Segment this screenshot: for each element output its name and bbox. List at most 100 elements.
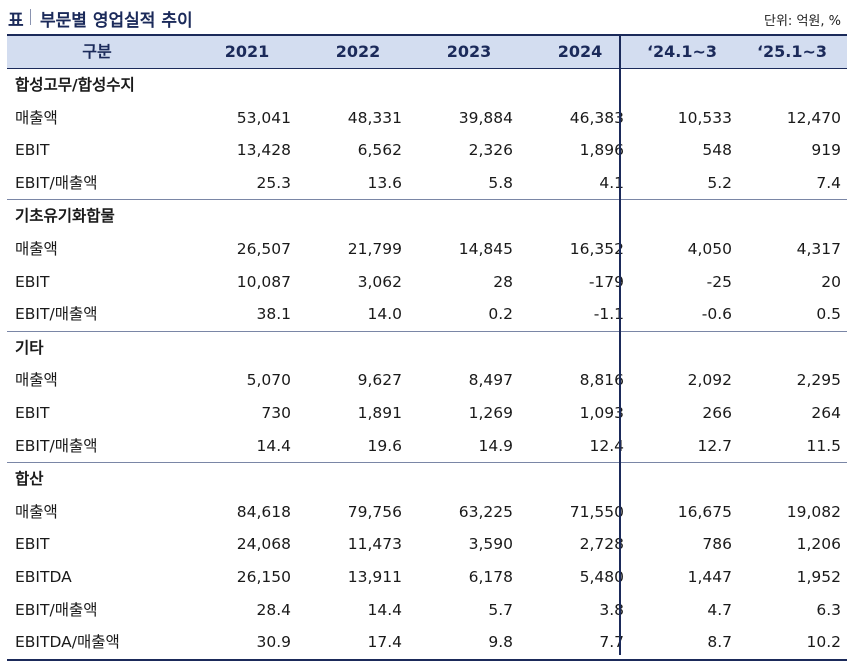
title-divider — [30, 9, 31, 25]
row-label: 매출액 — [15, 502, 58, 521]
value-cell: 10,533 — [677, 108, 732, 127]
section-title: 기초유기화합물 — [15, 207, 115, 226]
value-cell: 13,428 — [236, 141, 291, 160]
value-cell: -0.6 — [701, 305, 732, 324]
value-cell: 786 — [702, 535, 732, 554]
value-cell: 14.0 — [367, 305, 402, 324]
value-cell: 264 — [811, 403, 841, 422]
value-cell: 46,383 — [569, 108, 624, 127]
section-row: 기타 — [7, 330, 847, 365]
table-title-row: 표 부문별 영업실적 추이 단위: 억원, % — [0, 0, 853, 34]
value-cell: 9.8 — [488, 633, 513, 652]
value-cell: 79,756 — [347, 502, 402, 521]
section-title: 합성고무/합성수지 — [15, 76, 135, 94]
table-row: EBIT/매출액 14.4 19.6 14.9 12.4 12.7 11.5 — [7, 430, 847, 463]
value-cell: 21,799 — [347, 239, 402, 258]
value-cell: 39,884 — [458, 108, 513, 127]
value-cell: 1,093 — [579, 403, 624, 422]
value-cell: 14,845 — [458, 239, 513, 258]
header-col: 2024 — [557, 42, 603, 61]
section-row: 합산 — [7, 462, 847, 496]
table-row: EBITDA/매출액 30.9 17.4 9.8 7.7 8.7 10.2 — [7, 626, 847, 661]
table-prefix: 표 — [8, 11, 24, 31]
value-cell: 0.2 — [488, 305, 513, 324]
value-cell: 3,590 — [468, 535, 513, 554]
row-label: EBIT/매출액 — [15, 600, 98, 619]
value-cell: 17.4 — [367, 633, 402, 652]
value-cell: 19.6 — [367, 436, 402, 455]
value-cell: 1,952 — [796, 567, 841, 586]
value-cell: 13.6 — [367, 173, 402, 192]
row-label: EBIT — [15, 272, 50, 291]
value-cell: 12.7 — [697, 436, 732, 455]
value-cell: 2,326 — [468, 141, 513, 160]
value-cell: 3.8 — [599, 600, 624, 619]
table-row: EBIT 13,428 6,562 2,326 1,896 548 919 — [7, 134, 847, 167]
row-label: EBITDA — [15, 567, 72, 586]
table-row: EBIT/매출액 28.4 14.4 5.7 3.8 4.7 6.3 — [7, 594, 847, 627]
unit-label: 단위: 억원, % — [764, 14, 841, 29]
value-cell: 26,507 — [236, 239, 291, 258]
value-cell: 2,728 — [579, 535, 624, 554]
section-row: 합성고무/합성수지 — [7, 69, 847, 102]
table-row: EBIT/매출액 25.3 13.6 5.8 4.1 5.2 7.4 — [7, 167, 847, 200]
value-cell: 71,550 — [569, 502, 624, 521]
value-cell: 26,150 — [236, 567, 291, 586]
value-cell: 28 — [493, 272, 513, 291]
value-cell: 4,050 — [687, 239, 732, 258]
value-cell: 1,206 — [796, 535, 841, 554]
value-cell: 16,675 — [677, 502, 732, 521]
value-cell: 30.9 — [256, 633, 291, 652]
value-cell: 1,896 — [579, 141, 624, 160]
section-title: 기타 — [15, 338, 44, 357]
value-cell: 548 — [702, 141, 732, 160]
performance-table: 구분 2021 2022 2023 2024 ‘24.1~3 ‘25.1~3 합… — [7, 34, 847, 661]
row-label: EBIT/매출액 — [15, 436, 98, 455]
value-cell: 8,816 — [579, 371, 624, 390]
value-cell: 38.1 — [256, 305, 291, 324]
value-cell: 2,092 — [687, 371, 732, 390]
value-cell: 1,269 — [468, 403, 513, 422]
value-cell: 28.4 — [256, 600, 291, 619]
row-label: EBIT — [15, 403, 50, 422]
value-cell: -1.1 — [593, 305, 624, 324]
value-cell: 63,225 — [458, 502, 513, 521]
value-cell: 10.2 — [806, 633, 841, 652]
table-row: EBIT 10,087 3,062 28 -179 -25 20 — [7, 266, 847, 299]
row-label: 매출액 — [15, 239, 58, 258]
table-row: EBIT/매출액 38.1 14.0 0.2 -1.1 -0.6 0.5 — [7, 298, 847, 331]
row-label: EBIT — [15, 535, 50, 554]
row-label: EBIT/매출액 — [15, 305, 98, 324]
value-cell: 266 — [702, 403, 732, 422]
header-col: 2022 — [335, 42, 381, 61]
table-title: 부문별 영업실적 추이 — [40, 11, 193, 31]
value-cell: 6,562 — [357, 141, 402, 160]
row-label: 매출액 — [15, 108, 58, 127]
value-cell: 5,480 — [579, 567, 624, 586]
header-label: 구분 — [82, 42, 112, 61]
value-cell: 8,497 — [468, 371, 513, 390]
header-col: ‘25.1~3 — [756, 42, 828, 61]
value-cell: 4,317 — [796, 239, 841, 258]
value-cell: 25.3 — [256, 173, 291, 192]
value-cell: 19,082 — [786, 502, 841, 521]
header-col: ‘24.1~3 — [646, 42, 718, 61]
value-cell: 12,470 — [786, 108, 841, 127]
value-cell: 3,062 — [357, 272, 402, 291]
value-cell: 12.4 — [589, 436, 624, 455]
row-label: EBITDA/매출액 — [15, 633, 120, 652]
value-cell: 24,068 — [236, 535, 291, 554]
row-label: EBIT/매출액 — [15, 173, 98, 192]
value-cell: 4.7 — [707, 600, 732, 619]
value-cell: 16,352 — [569, 239, 624, 258]
value-cell: 6.3 — [816, 600, 841, 619]
value-cell: 9,627 — [357, 371, 402, 390]
value-cell: 5.8 — [488, 173, 513, 192]
value-cell: 7.4 — [816, 173, 841, 192]
table-header: 구분 2021 2022 2023 2024 ‘24.1~3 ‘25.1~3 — [7, 34, 847, 69]
table-body: 합성고무/합성수지 매출액 53,041 48,331 39,884 46,383 10,5… — [7, 69, 847, 661]
value-cell: 11,473 — [347, 535, 402, 554]
value-cell: 14.4 — [256, 436, 291, 455]
value-cell: 14.4 — [367, 600, 402, 619]
value-cell: 0.5 — [816, 305, 841, 324]
